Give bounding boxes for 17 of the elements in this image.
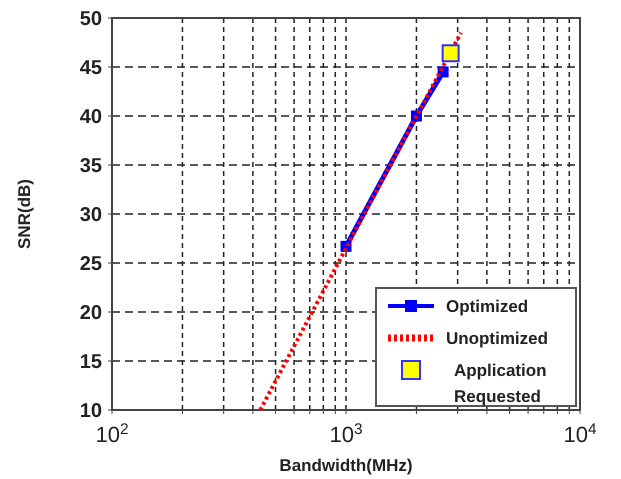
- legend-label: Optimized: [446, 297, 528, 316]
- y-tick-label: 40: [80, 106, 102, 128]
- x-tick-label: 10$^{4}$: [563, 420, 597, 447]
- y-tick-label: 50: [80, 8, 102, 30]
- y-tick-label: 10: [80, 400, 102, 422]
- x-tick-label: 10$^{3}$: [329, 420, 363, 447]
- y-tick-label: 15: [80, 351, 102, 373]
- y-tick-label: 30: [80, 204, 102, 226]
- legend-label: Application Requested: [454, 361, 547, 406]
- y-tick-label: 45: [80, 57, 102, 79]
- y-tick-label: 25: [80, 253, 102, 275]
- y-axis-title: SNR(dB): [15, 179, 34, 249]
- x-tick-label: 10$^{2}$: [95, 420, 129, 447]
- x-axis-title: Bandwidth(MHz): [279, 456, 413, 475]
- legend-label: Unoptimized: [446, 329, 548, 348]
- y-tick-label: 20: [80, 302, 102, 324]
- y-tick-label: 35: [80, 155, 102, 177]
